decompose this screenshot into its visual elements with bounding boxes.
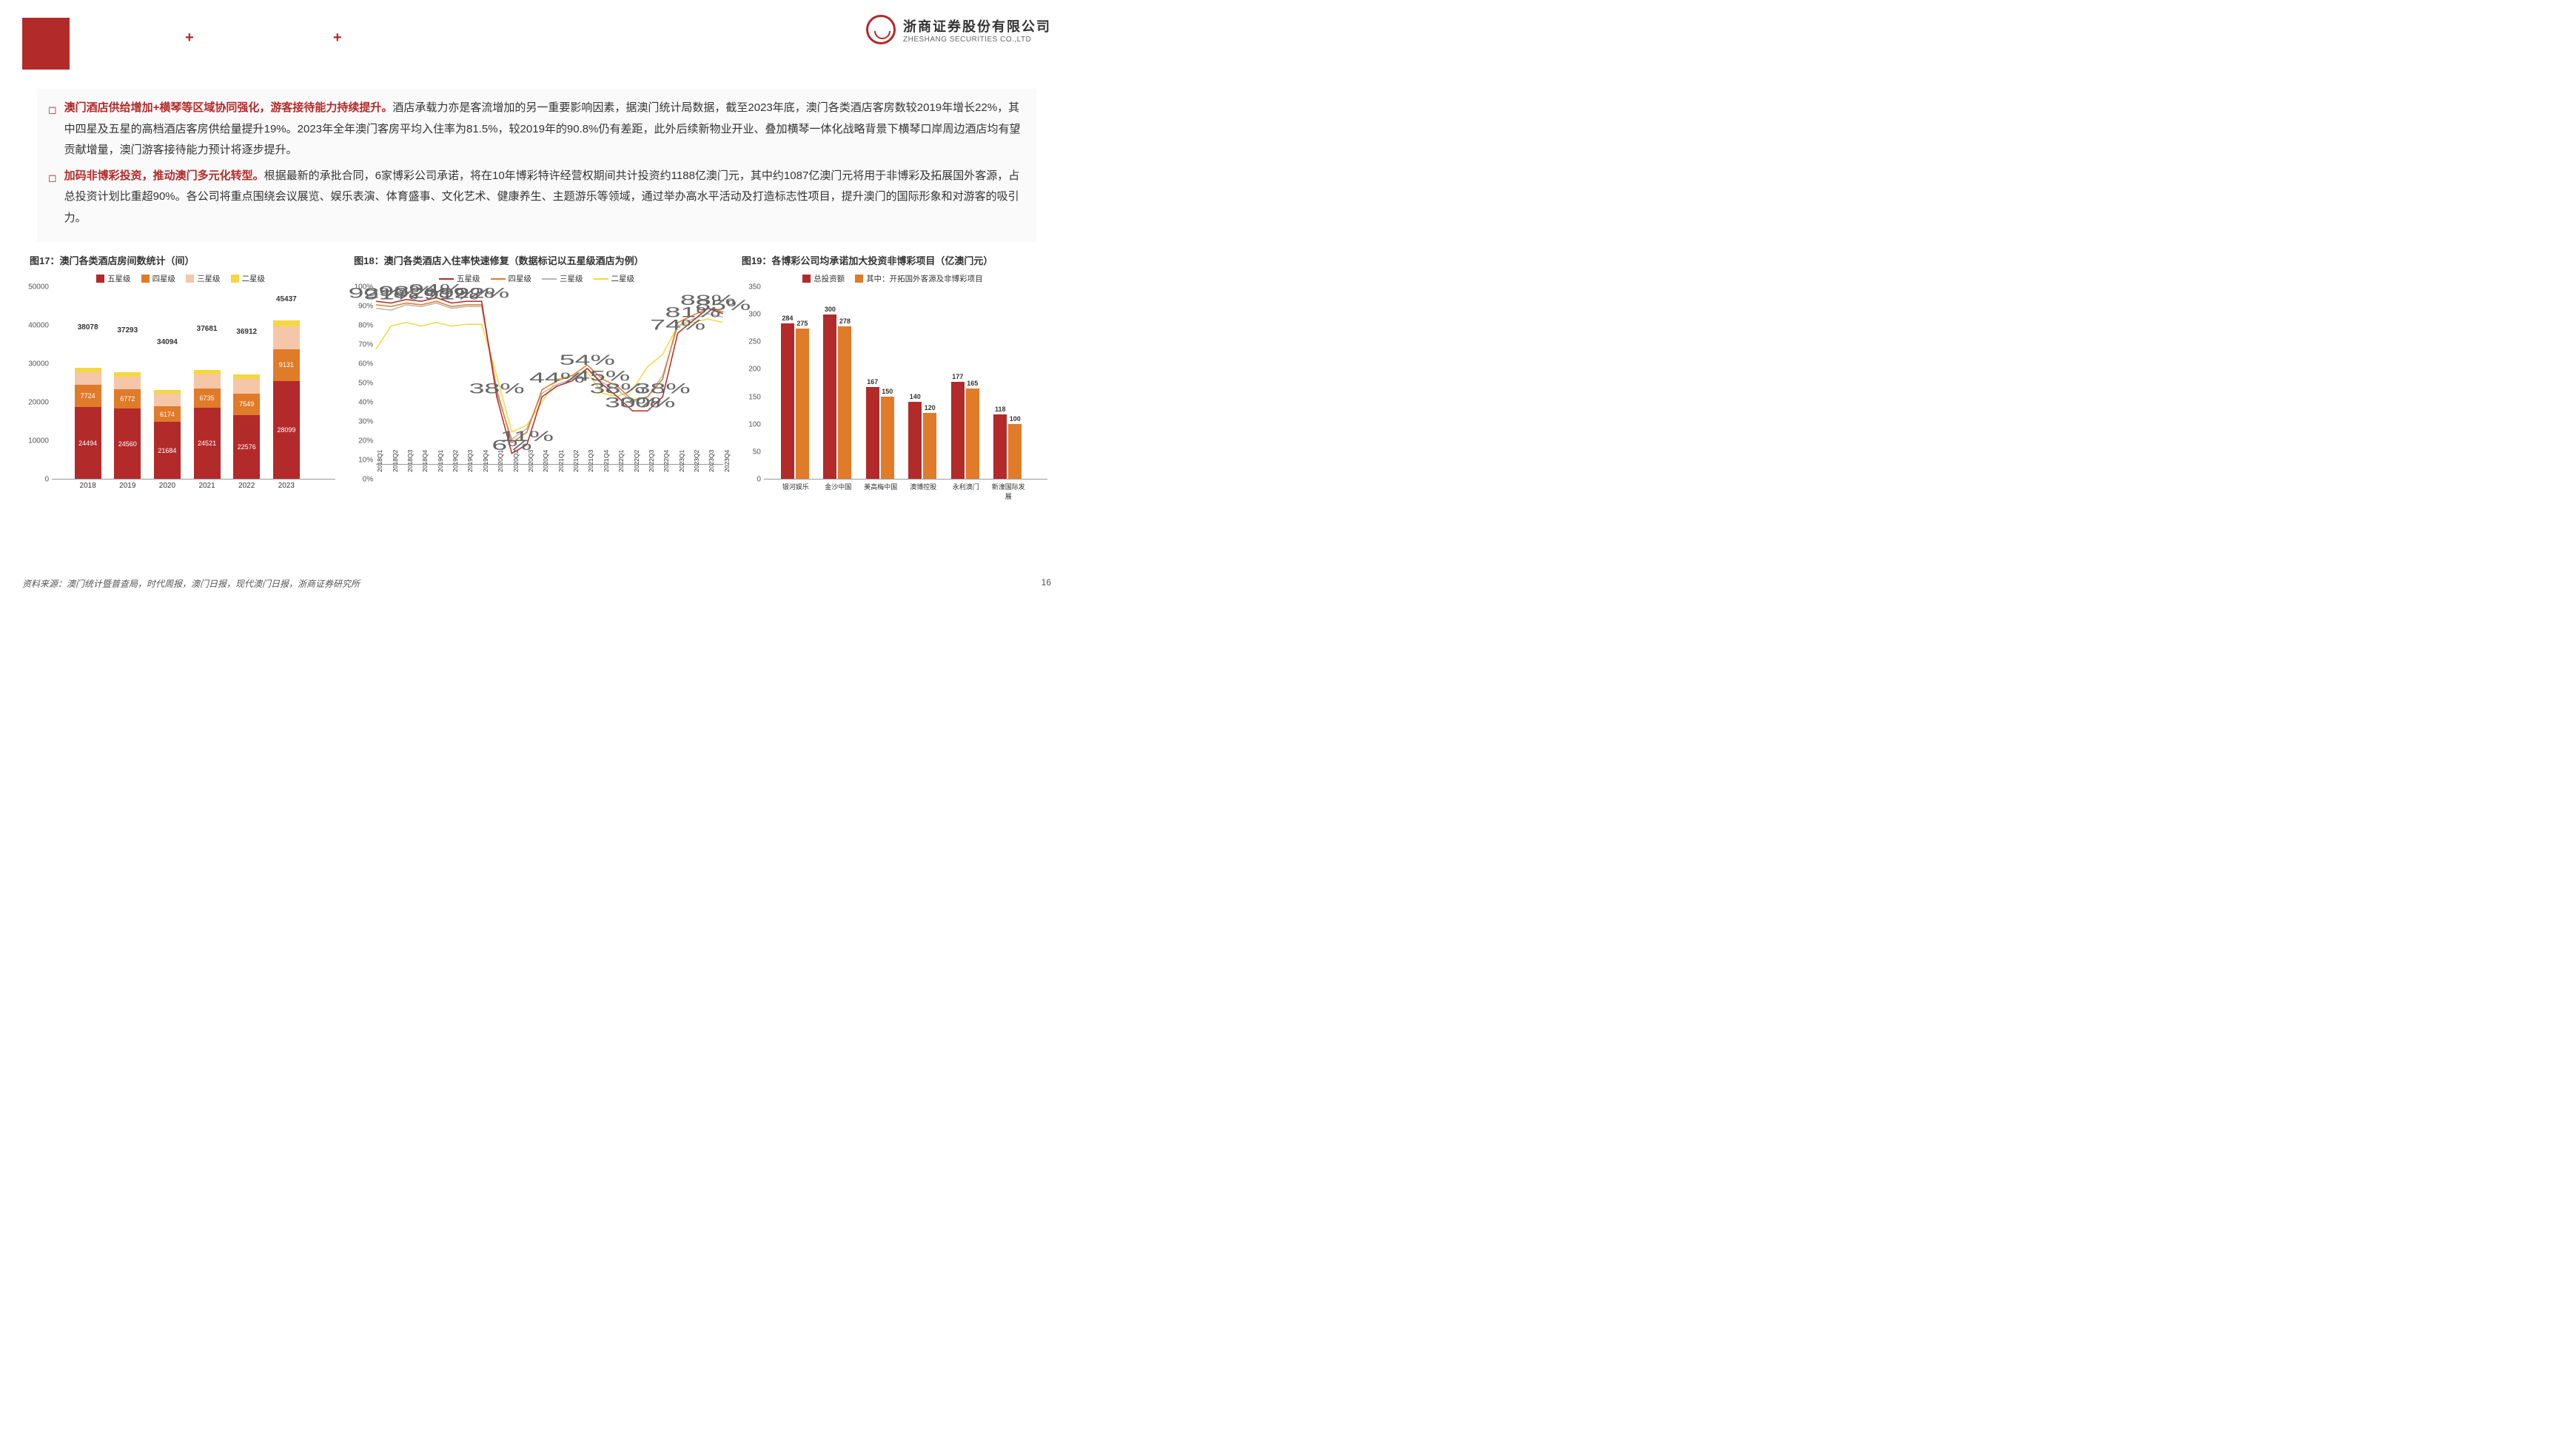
plus-decor-2: + bbox=[333, 30, 342, 47]
chart-19: 图19：各博彩公司均承诺加大投资非博彩项目（亿澳门元） 总投资额其中：开拓国外客… bbox=[734, 253, 1051, 494]
bullet-1-lead: 澳门酒店供给增加+横琴等区域协同强化，游客接待能力持续提升。 bbox=[64, 101, 393, 114]
chart-17: 图17：澳门各类酒店房间数统计（间） 五星级四星级三星级二星级 01000020… bbox=[22, 253, 339, 494]
chart-17-plot: 01000020000300004000050000 2449477243807… bbox=[22, 287, 339, 494]
svg-text:11%: 11% bbox=[500, 428, 554, 444]
plus-decor-1: + bbox=[185, 30, 194, 47]
chart-18-legend: 五星级四星级三星级二星级 bbox=[346, 273, 727, 284]
bullet-1: ◻ 澳门酒店供给增加+横琴等区域协同强化，游客接待能力持续提升。酒店承载力亦是客… bbox=[48, 98, 1025, 161]
chart-18-title: 图18：澳门各类酒店入住率快速修复（数据标记以五星级酒店为例） bbox=[346, 253, 727, 267]
source-text: 资料来源：澳门统计暨普查局，时代周报，澳门日报，现代澳门日报，浙商证券研究所 bbox=[22, 577, 360, 590]
bullet-icon: ◻ bbox=[48, 100, 57, 161]
chart-17-legend: 五星级四星级三星级二星级 bbox=[22, 273, 339, 284]
slide-footer: 资料来源：澳门统计暨普查局，时代周报，澳门日报，现代澳门日报，浙商证券研究所 1… bbox=[22, 577, 1051, 590]
company-logo: 浙商证券股份有限公司 ZHESHANG SECURITIES CO.,LTD bbox=[866, 15, 1051, 44]
charts-row: 图17：澳门各类酒店房间数统计（间） 五星级四星级三星级二星级 01000020… bbox=[22, 253, 1051, 494]
chart-19-plot: 050100150200250300350 284银河娱乐275300金沙中国2… bbox=[734, 287, 1051, 494]
svg-text:30%: 30% bbox=[620, 395, 675, 411]
company-name-en: ZHESHANG SECURITIES CO.,LTD bbox=[903, 36, 1051, 44]
chart-17-title: 图17：澳门各类酒店房间数统计（间） bbox=[22, 253, 339, 267]
svg-text:54%: 54% bbox=[560, 352, 615, 368]
svg-text:38%: 38% bbox=[635, 381, 691, 397]
logo-icon bbox=[866, 15, 896, 44]
svg-text:92%: 92% bbox=[454, 286, 509, 301]
decorative-red-block bbox=[22, 18, 70, 65]
main-text-block: ◻ 澳门酒店供给增加+横琴等区域协同强化，游客接待能力持续提升。酒店承载力亦是客… bbox=[37, 89, 1036, 242]
chart-19-legend: 总投资额其中：开拓国外客源及非博彩项目 bbox=[734, 273, 1051, 284]
chart-18-plot: 0%10%20%30%40%50%60%70%80%90%100% 92%91%… bbox=[346, 287, 727, 494]
svg-text:38%: 38% bbox=[469, 381, 525, 397]
chart-19-title: 图19：各博彩公司均承诺加大投资非博彩项目（亿澳门元） bbox=[734, 253, 1051, 267]
chart-18: 图18：澳门各类酒店入住率快速修复（数据标记以五星级酒店为例） 五星级四星级三星… bbox=[346, 253, 727, 494]
bullet-2-lead: 加码非博彩投资，推动澳门多元化转型。 bbox=[64, 169, 264, 182]
bullet-icon: ◻ bbox=[48, 168, 57, 229]
bullet-2: ◻ 加码非博彩投资，推动澳门多元化转型。根据最新的承批合同，6家博彩公司承诺，将… bbox=[48, 166, 1025, 229]
page-number: 16 bbox=[1042, 577, 1051, 590]
slide-header: + + 浙商证券股份有限公司 ZHESHANG SECURITIES CO.,L… bbox=[0, 0, 1073, 74]
company-name-cn: 浙商证券股份有限公司 bbox=[903, 16, 1051, 36]
